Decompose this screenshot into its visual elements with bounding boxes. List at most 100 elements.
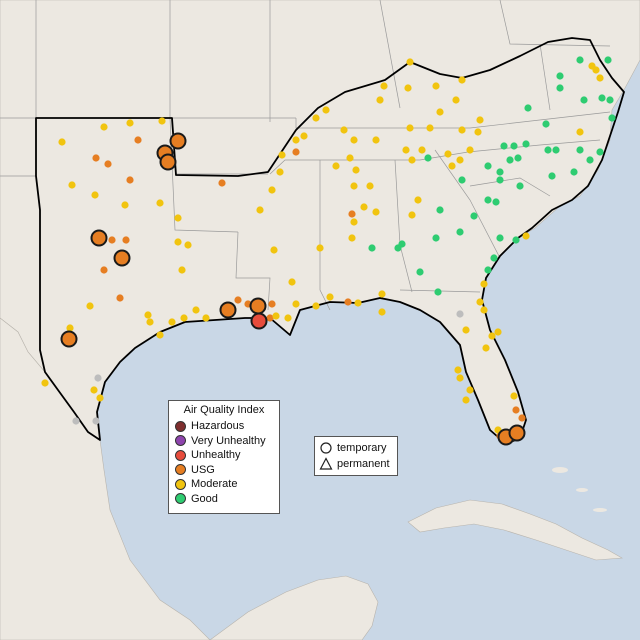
site-usg-marker <box>218 179 226 187</box>
site-moderate-marker <box>350 182 358 190</box>
site-good-marker <box>416 268 424 276</box>
site-moderate-marker <box>360 203 368 211</box>
hazardous-swatch <box>175 420 186 432</box>
site-moderate-marker <box>482 344 490 352</box>
site-usg-marker <box>122 236 130 244</box>
site-good-marker <box>456 228 464 236</box>
site-moderate-marker <box>432 82 440 90</box>
legend-item-very-unhealthy: Very Unhealthy <box>169 434 279 449</box>
site-good-marker <box>458 176 466 184</box>
site-moderate-marker <box>178 266 186 274</box>
site-moderate-marker <box>372 208 380 216</box>
site-good-marker <box>492 198 500 206</box>
site-moderate-marker <box>126 119 134 127</box>
site-moderate-marker <box>380 82 388 90</box>
monitoring-sites <box>41 56 616 446</box>
site-usg-marker <box>266 314 274 322</box>
site-moderate-marker <box>466 386 474 394</box>
site-good-marker <box>368 244 376 252</box>
legend-item-unhealthy: Unhealthy <box>169 448 279 463</box>
site-good-marker <box>570 168 578 176</box>
site-good-marker <box>522 140 530 148</box>
site-moderate-marker <box>86 302 94 310</box>
site-moderate-marker <box>192 306 200 314</box>
bahamas-island <box>576 488 588 492</box>
site-moderate-marker <box>458 76 466 84</box>
site-moderate-marker <box>272 312 280 320</box>
site-moderate-marker <box>96 394 104 402</box>
site-moderate-marker <box>180 314 188 322</box>
site-usg-temporary-marker <box>60 330 78 348</box>
site-moderate-marker <box>408 156 416 164</box>
site-good-marker <box>432 234 440 242</box>
site-moderate-marker <box>346 154 354 162</box>
site-moderate-marker <box>456 156 464 164</box>
site-moderate-marker <box>316 244 324 252</box>
unhealthy-swatch <box>175 449 186 461</box>
site-good-marker <box>434 288 442 296</box>
site-moderate-marker <box>100 123 108 131</box>
triangle-icon <box>319 457 333 470</box>
site-moderate-marker <box>66 324 74 332</box>
cuba <box>407 499 623 561</box>
site-good-marker <box>484 162 492 170</box>
site-moderate-marker <box>276 168 284 176</box>
site-moderate-marker <box>452 96 460 104</box>
site-moderate-marker <box>466 146 474 154</box>
legend-item-label: temporary <box>337 442 387 454</box>
site-moderate-marker <box>58 138 66 146</box>
region-boundary <box>35 37 625 445</box>
site-moderate-marker <box>596 74 604 82</box>
site-moderate-marker <box>406 58 414 66</box>
site-usg-marker <box>100 266 108 274</box>
site-moderate-marker <box>510 392 518 400</box>
site-moderate-marker <box>121 201 129 209</box>
site-moderate-marker <box>480 306 488 314</box>
site-usg-temporary-marker <box>90 229 108 247</box>
site-moderate-marker <box>68 181 76 189</box>
site-moderate-marker <box>146 318 154 326</box>
circle-icon <box>320 442 332 454</box>
site-good-marker <box>596 148 604 156</box>
site-moderate-marker <box>312 302 320 310</box>
site-good-marker <box>524 104 532 112</box>
site-moderate-marker <box>462 396 470 404</box>
site-good-marker <box>556 72 564 80</box>
legend-item-label: Moderate <box>191 478 238 491</box>
site-moderate-marker <box>156 331 164 339</box>
site-usg-temporary-marker <box>113 249 131 267</box>
site-moderate-marker <box>350 218 358 226</box>
aqi-legend: Air Quality Index Hazardous Very Unhealt… <box>168 400 280 514</box>
site-good-marker <box>484 266 492 274</box>
site-good-marker <box>516 182 524 190</box>
site-good-marker <box>604 56 612 64</box>
legend-item-moderate: Moderate <box>169 477 279 492</box>
site-moderate-marker <box>288 278 296 286</box>
site-good-marker <box>496 168 504 176</box>
site-moderate-marker <box>41 379 49 387</box>
site-moderate-marker <box>592 66 600 74</box>
site-good-marker <box>398 240 406 248</box>
site-good-marker <box>586 156 594 164</box>
site-moderate-marker <box>456 374 464 382</box>
good-swatch <box>175 493 186 505</box>
site-moderate-marker <box>378 308 386 316</box>
site-moderate-marker <box>184 241 192 249</box>
site-good-marker <box>580 96 588 104</box>
site-moderate-marker <box>144 311 152 319</box>
site-moderate-marker <box>284 314 292 322</box>
site-moderate-marker <box>352 166 360 174</box>
site-good-marker <box>552 146 560 154</box>
site-moderate-marker <box>404 84 412 92</box>
site-moderate-marker <box>414 196 422 204</box>
site-usg-marker <box>92 154 100 162</box>
site-usg-temporary-marker <box>169 132 187 150</box>
state-borders <box>0 0 611 311</box>
site-moderate-marker <box>350 136 358 144</box>
bahamas-island <box>593 508 607 512</box>
legend-item-label: Hazardous <box>191 420 245 433</box>
site-good-marker <box>548 172 556 180</box>
site-moderate-marker <box>270 246 278 254</box>
bahamas-island <box>552 467 568 473</box>
